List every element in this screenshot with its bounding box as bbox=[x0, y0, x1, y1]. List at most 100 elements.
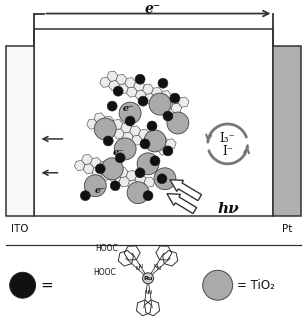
Circle shape bbox=[140, 139, 150, 149]
Circle shape bbox=[94, 118, 116, 140]
Circle shape bbox=[110, 181, 120, 191]
Polygon shape bbox=[91, 158, 101, 168]
Polygon shape bbox=[126, 87, 137, 97]
Text: e⁻: e⁻ bbox=[122, 104, 134, 113]
Polygon shape bbox=[112, 119, 123, 129]
Polygon shape bbox=[140, 138, 151, 149]
Circle shape bbox=[158, 78, 168, 88]
Polygon shape bbox=[74, 160, 85, 171]
Circle shape bbox=[127, 182, 149, 204]
Circle shape bbox=[167, 112, 189, 134]
Circle shape bbox=[125, 116, 135, 126]
Polygon shape bbox=[138, 129, 150, 139]
Polygon shape bbox=[109, 80, 119, 91]
Polygon shape bbox=[114, 129, 124, 139]
Polygon shape bbox=[116, 74, 127, 85]
Text: I⁻: I⁻ bbox=[222, 145, 233, 158]
Circle shape bbox=[135, 74, 145, 84]
Text: Ru: Ru bbox=[143, 276, 153, 281]
Polygon shape bbox=[103, 116, 114, 126]
Circle shape bbox=[80, 191, 90, 201]
Circle shape bbox=[170, 93, 180, 103]
Bar bbox=[33, 30, 274, 215]
Circle shape bbox=[147, 121, 157, 131]
Circle shape bbox=[119, 102, 141, 124]
Circle shape bbox=[113, 86, 123, 96]
Polygon shape bbox=[144, 177, 155, 187]
Polygon shape bbox=[135, 174, 146, 184]
Polygon shape bbox=[152, 87, 162, 98]
Circle shape bbox=[163, 146, 173, 156]
FancyArrow shape bbox=[170, 180, 202, 201]
Text: hν: hν bbox=[218, 202, 239, 215]
Text: N: N bbox=[136, 267, 140, 272]
Text: N: N bbox=[138, 264, 143, 269]
Text: N: N bbox=[154, 264, 157, 269]
Polygon shape bbox=[117, 167, 128, 178]
Polygon shape bbox=[107, 71, 118, 81]
Circle shape bbox=[84, 175, 106, 197]
Polygon shape bbox=[169, 94, 180, 104]
Polygon shape bbox=[105, 125, 115, 136]
Polygon shape bbox=[158, 145, 169, 155]
Polygon shape bbox=[149, 142, 160, 152]
Text: =: = bbox=[41, 278, 53, 293]
Circle shape bbox=[157, 174, 167, 184]
Polygon shape bbox=[178, 97, 189, 107]
Polygon shape bbox=[100, 77, 111, 87]
Polygon shape bbox=[153, 97, 164, 107]
Circle shape bbox=[135, 168, 145, 178]
Circle shape bbox=[203, 270, 233, 300]
FancyArrow shape bbox=[167, 194, 196, 213]
Text: HOOC: HOOC bbox=[93, 268, 116, 277]
Polygon shape bbox=[99, 161, 110, 171]
Text: e⁻: e⁻ bbox=[112, 148, 124, 157]
Text: I₃⁻: I₃⁻ bbox=[220, 132, 235, 145]
Polygon shape bbox=[125, 78, 136, 88]
Polygon shape bbox=[137, 183, 147, 193]
Polygon shape bbox=[128, 180, 138, 190]
Polygon shape bbox=[143, 84, 154, 94]
Polygon shape bbox=[118, 84, 128, 94]
Circle shape bbox=[137, 153, 159, 175]
Polygon shape bbox=[162, 100, 173, 110]
Polygon shape bbox=[157, 135, 167, 146]
Polygon shape bbox=[144, 93, 155, 104]
Text: N: N bbox=[156, 267, 161, 272]
Circle shape bbox=[150, 156, 160, 166]
Text: N: N bbox=[148, 290, 152, 294]
Polygon shape bbox=[171, 103, 182, 114]
Text: e⁻: e⁻ bbox=[95, 186, 106, 195]
Text: ITO: ITO bbox=[11, 223, 29, 233]
Circle shape bbox=[163, 111, 173, 121]
Polygon shape bbox=[108, 164, 119, 174]
Polygon shape bbox=[94, 113, 105, 123]
Polygon shape bbox=[161, 91, 171, 101]
Polygon shape bbox=[92, 167, 103, 177]
Circle shape bbox=[114, 138, 136, 160]
Circle shape bbox=[138, 96, 148, 106]
Circle shape bbox=[142, 273, 154, 284]
Circle shape bbox=[115, 153, 125, 163]
Circle shape bbox=[154, 168, 176, 190]
Text: N: N bbox=[144, 290, 148, 294]
Polygon shape bbox=[134, 81, 145, 91]
Text: Pt: Pt bbox=[282, 223, 293, 233]
Polygon shape bbox=[110, 173, 121, 184]
Circle shape bbox=[95, 164, 105, 174]
Circle shape bbox=[107, 101, 117, 111]
Polygon shape bbox=[122, 132, 133, 142]
Polygon shape bbox=[96, 122, 107, 132]
Circle shape bbox=[101, 158, 123, 180]
Polygon shape bbox=[87, 119, 98, 129]
Polygon shape bbox=[119, 177, 130, 187]
Polygon shape bbox=[130, 126, 141, 136]
Polygon shape bbox=[135, 90, 146, 100]
Polygon shape bbox=[83, 164, 94, 174]
Polygon shape bbox=[82, 154, 92, 165]
Text: e⁻: e⁻ bbox=[145, 2, 161, 16]
Polygon shape bbox=[165, 139, 176, 149]
Polygon shape bbox=[121, 123, 132, 133]
Circle shape bbox=[149, 93, 171, 115]
Bar bbox=[274, 46, 301, 215]
